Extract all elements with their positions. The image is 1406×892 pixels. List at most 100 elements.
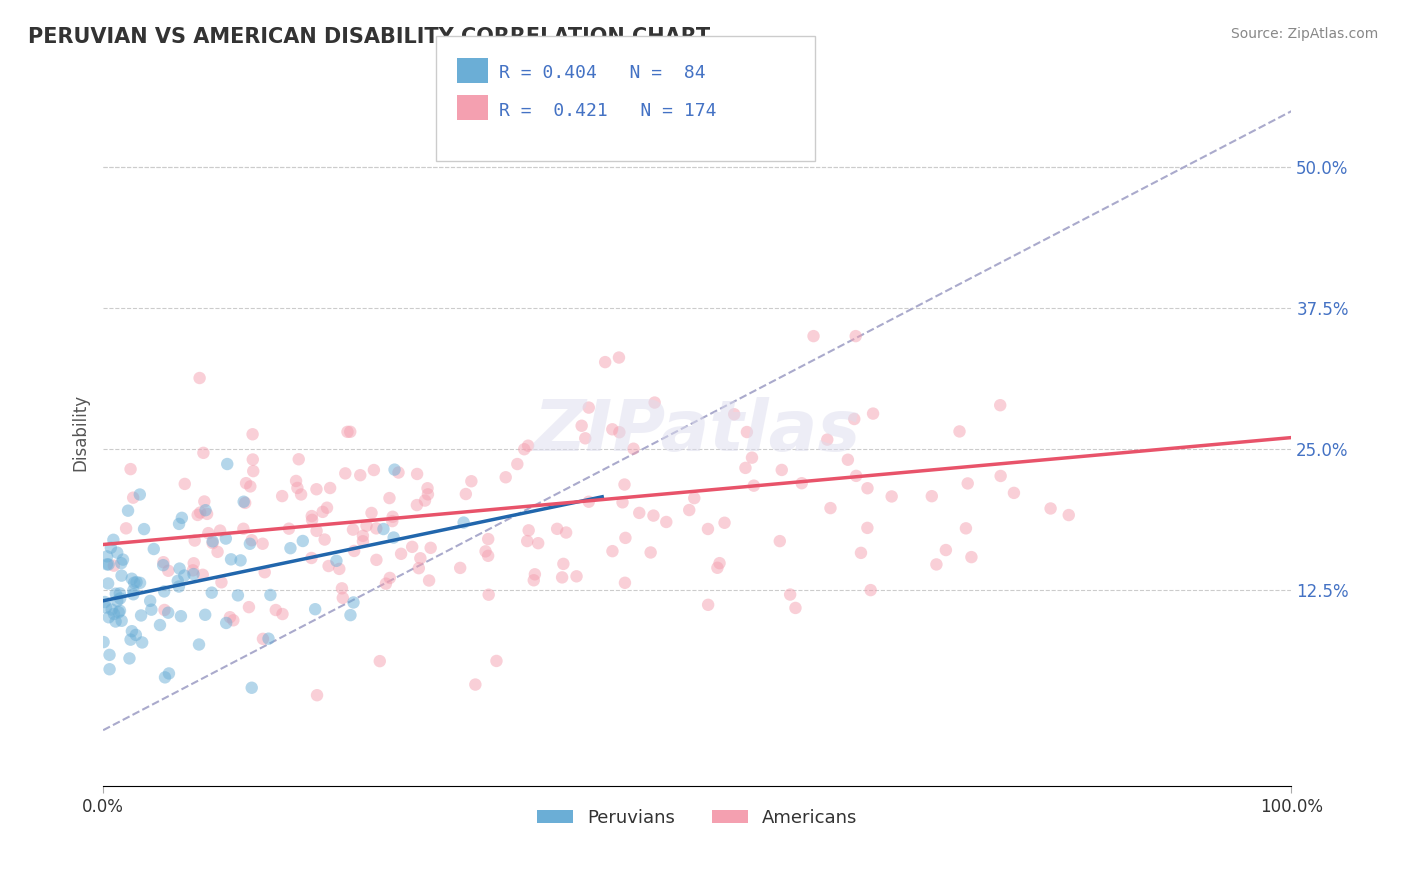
Peruvians bbox=[373, 522, 395, 536]
Peruvians bbox=[239, 537, 262, 551]
Peruvians bbox=[240, 681, 263, 695]
Peruvians bbox=[129, 575, 152, 590]
Americans bbox=[623, 442, 645, 456]
Americans bbox=[602, 544, 624, 558]
Americans bbox=[332, 591, 354, 605]
Americans bbox=[301, 551, 323, 566]
Americans bbox=[477, 549, 499, 563]
Americans bbox=[352, 529, 374, 543]
Peruvians bbox=[100, 541, 122, 555]
Americans bbox=[305, 482, 328, 496]
Americans bbox=[209, 524, 232, 538]
Peruvians bbox=[96, 558, 118, 572]
Americans bbox=[188, 506, 211, 520]
Americans bbox=[769, 534, 792, 549]
Americans bbox=[955, 521, 977, 535]
Peruvians bbox=[153, 584, 176, 599]
Americans bbox=[790, 476, 813, 491]
Americans bbox=[709, 556, 731, 570]
Americans bbox=[571, 418, 593, 433]
Americans bbox=[305, 524, 328, 538]
Americans bbox=[770, 463, 793, 477]
Americans bbox=[242, 464, 264, 478]
Peruvians bbox=[105, 594, 128, 608]
Americans bbox=[305, 688, 328, 702]
Americans bbox=[401, 540, 423, 554]
Peruvians bbox=[97, 576, 120, 591]
Americans bbox=[678, 503, 700, 517]
Americans bbox=[242, 427, 264, 442]
Americans bbox=[389, 547, 412, 561]
Americans bbox=[363, 463, 385, 477]
Peruvians bbox=[94, 600, 117, 615]
Americans bbox=[183, 556, 205, 570]
Americans bbox=[523, 574, 546, 588]
Peruvians bbox=[339, 608, 361, 623]
Americans bbox=[253, 566, 276, 580]
Peruvians bbox=[125, 628, 148, 642]
Americans bbox=[418, 574, 440, 588]
Peruvians bbox=[280, 541, 302, 556]
Americans bbox=[578, 401, 600, 415]
Americans bbox=[122, 491, 145, 505]
Peruvians bbox=[229, 553, 252, 567]
Americans bbox=[193, 446, 215, 460]
Americans bbox=[330, 582, 353, 596]
Americans bbox=[960, 550, 983, 565]
Americans bbox=[523, 567, 546, 582]
Americans bbox=[723, 407, 745, 421]
Peruvians bbox=[217, 457, 239, 471]
Peruvians bbox=[93, 635, 115, 649]
Americans bbox=[356, 518, 378, 533]
Americans bbox=[201, 536, 224, 550]
Peruvians bbox=[108, 591, 131, 606]
Americans bbox=[157, 564, 180, 578]
Americans bbox=[683, 491, 706, 505]
Americans bbox=[741, 450, 763, 465]
Americans bbox=[349, 468, 371, 483]
Americans bbox=[233, 496, 256, 510]
Americans bbox=[513, 442, 536, 457]
Peruvians bbox=[167, 516, 190, 531]
Americans bbox=[336, 425, 359, 439]
Americans bbox=[278, 522, 301, 536]
Peruvians bbox=[107, 605, 129, 619]
Americans bbox=[419, 541, 441, 555]
Americans bbox=[460, 474, 482, 488]
Americans bbox=[706, 561, 728, 575]
Americans bbox=[956, 476, 979, 491]
Americans bbox=[609, 425, 631, 440]
Peruvians bbox=[120, 632, 142, 647]
Americans bbox=[517, 439, 540, 453]
Americans bbox=[232, 522, 254, 536]
Peruvians bbox=[108, 604, 131, 618]
Peruvians bbox=[122, 587, 145, 601]
Peruvians bbox=[226, 588, 249, 602]
Americans bbox=[195, 507, 218, 521]
Americans bbox=[335, 467, 357, 481]
Americans bbox=[360, 506, 382, 520]
Peruvians bbox=[201, 534, 224, 549]
Americans bbox=[607, 351, 630, 365]
Peruvians bbox=[117, 504, 139, 518]
Americans bbox=[948, 425, 970, 439]
Americans bbox=[378, 571, 401, 585]
Americans bbox=[837, 452, 859, 467]
Peruvians bbox=[325, 554, 347, 568]
Americans bbox=[613, 575, 636, 590]
Americans bbox=[409, 551, 432, 566]
Americans bbox=[271, 607, 294, 621]
Americans bbox=[779, 588, 801, 602]
Text: R =  0.421   N = 174: R = 0.421 N = 174 bbox=[499, 102, 717, 120]
Americans bbox=[191, 567, 214, 582]
Americans bbox=[235, 476, 257, 491]
Americans bbox=[387, 466, 409, 480]
Peruvians bbox=[257, 632, 280, 646]
Americans bbox=[181, 563, 204, 577]
Peruvians bbox=[121, 624, 143, 639]
Peruvians bbox=[384, 462, 406, 476]
Peruvians bbox=[96, 549, 118, 564]
Americans bbox=[242, 452, 264, 467]
Peruvians bbox=[111, 552, 134, 566]
Peruvians bbox=[169, 561, 191, 575]
